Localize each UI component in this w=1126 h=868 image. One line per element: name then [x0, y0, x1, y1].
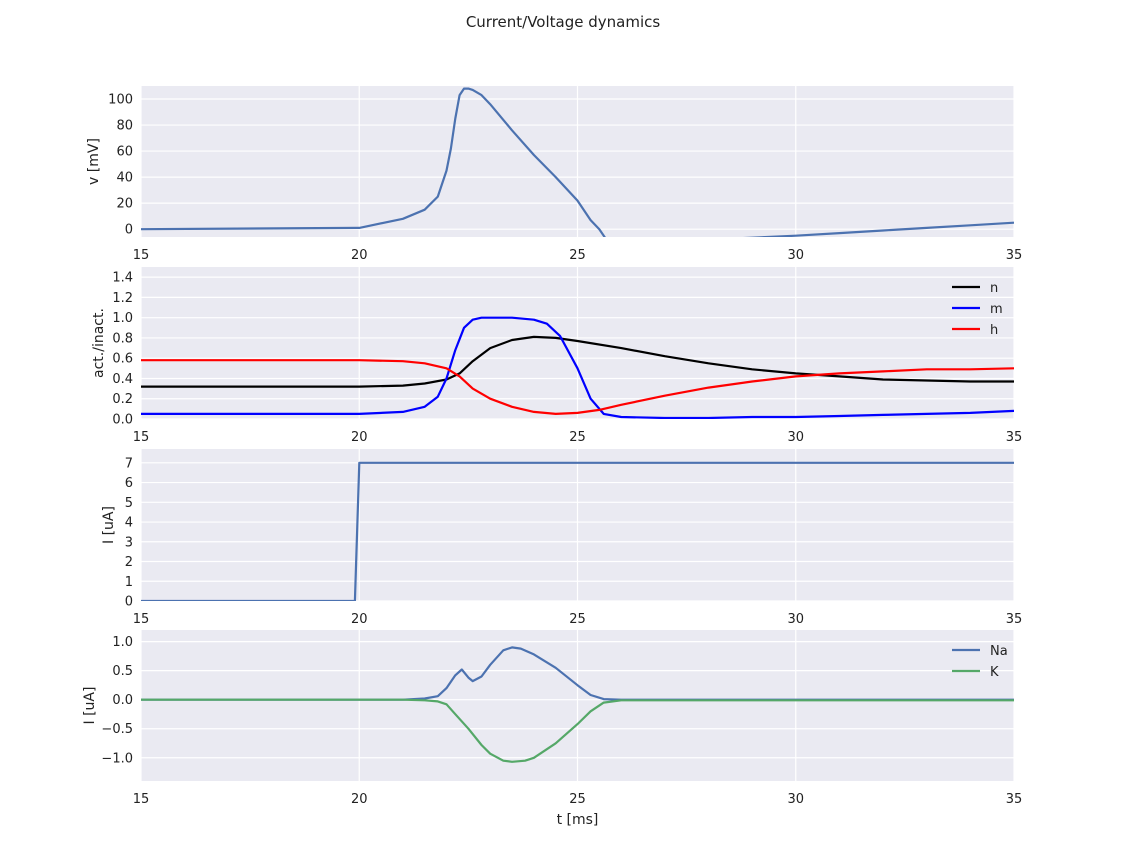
- legend-label-h: h: [990, 323, 998, 338]
- y-tick-label: 0.0: [112, 413, 133, 428]
- y-tick-label: 3: [125, 535, 133, 550]
- y-tick-label: 20: [116, 197, 133, 212]
- y-tick-label: 6: [125, 476, 133, 491]
- y-tick-label: 0: [125, 595, 133, 610]
- x-tick-label: 25: [569, 792, 586, 807]
- legend-label-k: K: [990, 665, 999, 680]
- y-tick-label: 1.2: [112, 291, 133, 306]
- x-tick-label: 15: [133, 248, 150, 263]
- y-axis-label: I [uA]: [101, 506, 117, 544]
- figure-title: Current/Voltage dynamics: [465, 13, 661, 31]
- y-tick-label: 0.4: [112, 372, 133, 387]
- x-tick-label: 15: [133, 612, 150, 627]
- x-tick-label: 25: [569, 612, 586, 627]
- x-tick-label: 35: [1006, 792, 1023, 807]
- x-tick-label: 35: [1006, 248, 1023, 263]
- y-tick-label: 100: [108, 93, 133, 108]
- y-tick-label: −0.5: [101, 722, 133, 737]
- legend-label-n: n: [990, 281, 998, 296]
- series-line-m: [141, 316, 1014, 419]
- y-tick-label: 0.0: [112, 693, 133, 708]
- subplot-2: 15 20 25 30 35 0.0 0.2 0.4 0.6 0.8 1.0 1.2 1.4 act./i…: [91, 267, 1022, 445]
- series-line-na: [141, 646, 1014, 701]
- y-tick-label: 1.0: [112, 635, 133, 650]
- x-tick-label: 15: [133, 792, 150, 807]
- x-tick-label: 15: [133, 430, 150, 445]
- x-tick-label: 30: [787, 612, 804, 627]
- y-tick-label: 1: [125, 575, 133, 590]
- x-tick-label: 25: [569, 430, 586, 445]
- y-tick-label: −1.0: [101, 751, 133, 766]
- x-tick-label: 20: [351, 792, 368, 807]
- x-tick-label: 30: [787, 248, 804, 263]
- x-axis-label: t [ms]: [557, 812, 599, 828]
- y-tick-label: 60: [116, 145, 133, 160]
- y-axis-label: I [uA]: [82, 687, 98, 725]
- y-tick-label: 7: [125, 456, 133, 471]
- x-tick-label: 35: [1006, 430, 1023, 445]
- y-tick-label: 0.5: [112, 664, 133, 679]
- y-tick-label: 80: [116, 119, 133, 134]
- series-line-h: [141, 359, 1014, 415]
- y-tick-label: 0.8: [112, 331, 133, 346]
- y-tick-label: 0: [125, 223, 133, 238]
- y-axis-label: act./inact.: [91, 308, 107, 378]
- y-tick-label: 1.0: [112, 311, 133, 326]
- x-tick-label: 30: [787, 792, 804, 807]
- series-line-n: [141, 335, 1014, 388]
- y-tick-label: 1.4: [112, 271, 133, 286]
- y-tick-label: 0.2: [112, 392, 133, 407]
- y-tick-label: 40: [116, 171, 133, 186]
- x-tick-label: 30: [787, 430, 804, 445]
- x-tick-label: 35: [1006, 612, 1023, 627]
- x-tick-label: 20: [351, 612, 368, 627]
- subplot-3: 15 20 25 30 35 0 1 2 3 4 5 6 7 I [uA]: [101, 449, 1022, 627]
- y-tick-label: 5: [125, 496, 133, 511]
- x-tick-label: 20: [351, 248, 368, 263]
- legend-label-m: m: [990, 302, 1003, 317]
- y-tick-label: 2: [125, 555, 133, 570]
- x-tick-label: 25: [569, 248, 586, 263]
- series-line-1: [141, 87, 1014, 237]
- legend-label-na: Na: [990, 644, 1008, 659]
- series-line-k: [141, 698, 1014, 763]
- y-tick-label: 0.6: [112, 352, 133, 367]
- y-tick-label: 4: [125, 516, 133, 531]
- x-tick-label: 20: [351, 430, 368, 445]
- series-line-1: [141, 461, 1014, 601]
- y-axis-label: v [mV]: [86, 138, 102, 185]
- subplot-1: 15 20 25 30 35 0 20 40 60 80 100 v [mV]: [86, 86, 1022, 263]
- subplot-4: 15 20 25 30 35 −1.0 −0.5 0.0 0.5 1.0 I [uA] t [ms] N…: [82, 630, 1022, 828]
